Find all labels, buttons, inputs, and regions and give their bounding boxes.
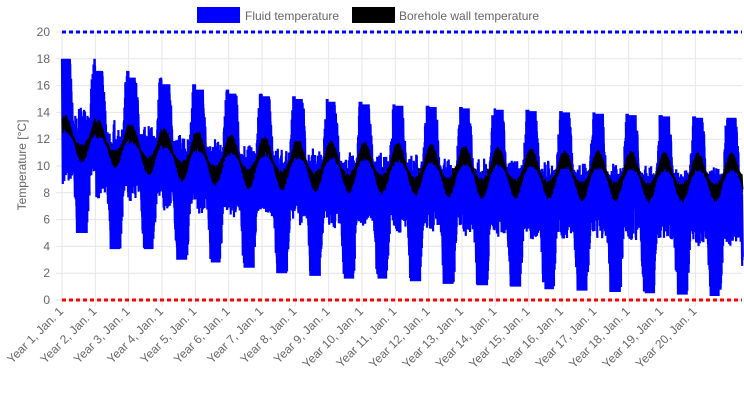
y-tick-label: 2 [43,266,50,280]
y-tick-label: 0 [43,293,50,307]
legend[interactable]: Fluid temperature Borehole wall temperat… [197,7,539,23]
legend-swatch-fluid [197,7,240,23]
x-tick-label: Year 1, Jan. 1 [4,304,66,366]
y-tick-label: 12 [37,132,51,146]
legend-item-fluid[interactable]: Fluid temperature [197,7,339,23]
series-line [60,58,744,297]
y-tick-label: 6 [43,213,50,227]
y-tick-label: 8 [43,186,50,200]
legend-item-borehole[interactable]: Borehole wall temperature [352,7,539,23]
reference-lines [62,30,742,302]
y-axis-ticks: 0 2 4 6 8 10 12 14 16 18 20 [37,25,51,307]
y-tick-label: 10 [37,159,51,173]
y-axis-title: Temperature [°C] [15,120,29,211]
legend-label-fluid: Fluid temperature [245,9,339,23]
legend-label-borehole: Borehole wall temperature [399,9,539,23]
legend-swatch-borehole [352,7,395,23]
y-tick-label: 18 [37,52,51,66]
y-tick-label: 20 [37,25,51,39]
y-tick-label: 14 [37,105,51,119]
plot-area [60,58,744,297]
x-tick-label: Year 20, Jan. 1 [633,304,700,371]
y-tick-label: 4 [43,239,50,253]
series-line [61,114,744,204]
y-tick-label: 16 [37,79,51,93]
